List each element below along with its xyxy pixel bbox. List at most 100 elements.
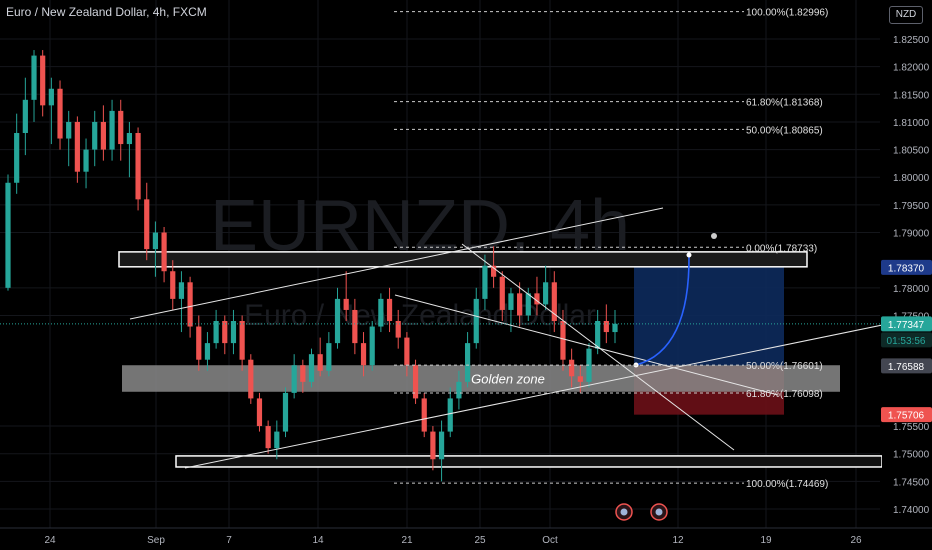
candle-body <box>178 282 185 299</box>
candle-body <box>612 323 618 333</box>
candle <box>386 287 393 333</box>
candle <box>543 265 549 310</box>
candle-body <box>74 121 80 172</box>
candle-body <box>196 326 202 360</box>
candle <box>92 110 98 167</box>
candle-body <box>569 359 575 377</box>
candle <box>378 293 384 333</box>
support-box <box>175 455 883 468</box>
candle-body <box>256 398 263 427</box>
projection-path <box>635 254 690 366</box>
channel-lower-line <box>184 321 898 469</box>
candle-body <box>135 133 141 200</box>
candle-body <box>395 321 401 338</box>
candle-body <box>187 282 193 327</box>
descending-line-upper <box>461 243 735 451</box>
candle-body <box>421 398 427 432</box>
currency-button[interactable]: NZD <box>889 6 923 24</box>
candle-body <box>577 376 583 382</box>
candle <box>118 99 124 161</box>
candle <box>22 77 28 156</box>
candle <box>265 420 271 454</box>
candle <box>395 309 401 349</box>
candle <box>447 387 453 438</box>
time-tick-label: 12 <box>672 535 684 546</box>
candle <box>135 127 141 211</box>
price-badges: 1.78370 1.77347 01:53:56 1.76588 1.75706 <box>0 259 932 423</box>
candle <box>187 276 193 338</box>
candle <box>196 315 202 371</box>
candle-body <box>412 365 419 399</box>
price-axis[interactable]: 1.82500 1.82000 1.81500 1.81000 1.80500 1.800… <box>882 0 932 550</box>
resistance-box <box>118 251 808 268</box>
entry-price-badge: 1.76588 <box>888 362 925 373</box>
candle-body <box>22 99 28 133</box>
candle-body <box>100 121 106 150</box>
candle-body <box>291 365 297 393</box>
candle <box>317 337 323 377</box>
candle <box>248 354 254 404</box>
target-price-badge-bg <box>881 259 932 275</box>
candle-body <box>430 431 436 460</box>
time-tick-label: 19 <box>760 535 772 546</box>
candle <box>499 271 505 321</box>
candle <box>31 50 37 122</box>
candle-body <box>170 271 176 299</box>
candle <box>430 426 436 471</box>
price-tick-label: 1.80500 <box>893 146 930 157</box>
time-tick-label: 7 <box>226 535 232 546</box>
candle-body <box>595 321 601 349</box>
candle <box>213 309 219 349</box>
candle <box>525 287 531 321</box>
candle <box>300 359 306 393</box>
projection-end-point <box>686 252 692 258</box>
candle-body <box>603 321 609 333</box>
candle <box>204 332 211 371</box>
current-price-badge-bg <box>881 316 932 332</box>
candle <box>5 174 11 291</box>
fib-level-label: 61.80%(1.76098) <box>746 389 823 400</box>
candle-countdown-badge-bg <box>881 332 932 348</box>
drawings[interactable] <box>129 207 898 521</box>
candle-body <box>404 337 410 366</box>
time-tick-label: 24 <box>44 535 56 546</box>
candle <box>40 50 46 117</box>
time-tick-label: Sep <box>147 535 165 546</box>
candle <box>421 392 427 438</box>
price-tick-label: 1.82000 <box>893 63 930 74</box>
candle <box>178 271 185 333</box>
candle-body <box>204 343 211 360</box>
candle-body <box>92 121 98 150</box>
candle-body <box>438 431 445 460</box>
candle-body <box>161 232 167 272</box>
long-target-zone <box>634 267 784 366</box>
candle <box>14 113 20 194</box>
candle <box>170 260 176 310</box>
candle-body <box>66 121 72 139</box>
candle <box>352 298 358 355</box>
candle-body <box>543 282 549 305</box>
candle-body <box>83 149 89 172</box>
price-tick-label: 1.79500 <box>893 201 930 212</box>
price-tick-label: 1.74000 <box>893 505 930 516</box>
candle-body <box>482 265 488 299</box>
candle-body <box>300 365 306 382</box>
candle-countdown-badge: 01:53:56 <box>887 336 926 347</box>
candle <box>326 332 332 377</box>
candle-body <box>222 321 228 344</box>
candle <box>334 287 341 349</box>
candle <box>152 221 159 277</box>
candle <box>577 365 583 393</box>
candle-body <box>534 293 540 305</box>
time-axis[interactable]: 24 Sep 7 14 21 25 Oct 12 19 26 <box>0 527 932 546</box>
candle <box>360 332 367 377</box>
candle <box>291 354 297 399</box>
candle-body <box>386 298 393 321</box>
candle-body <box>508 293 514 310</box>
candle-body <box>31 55 37 100</box>
candle-body <box>308 354 315 382</box>
candle-body <box>378 298 384 327</box>
candle-body <box>248 359 254 399</box>
time-tick-label: Oct <box>542 535 558 546</box>
